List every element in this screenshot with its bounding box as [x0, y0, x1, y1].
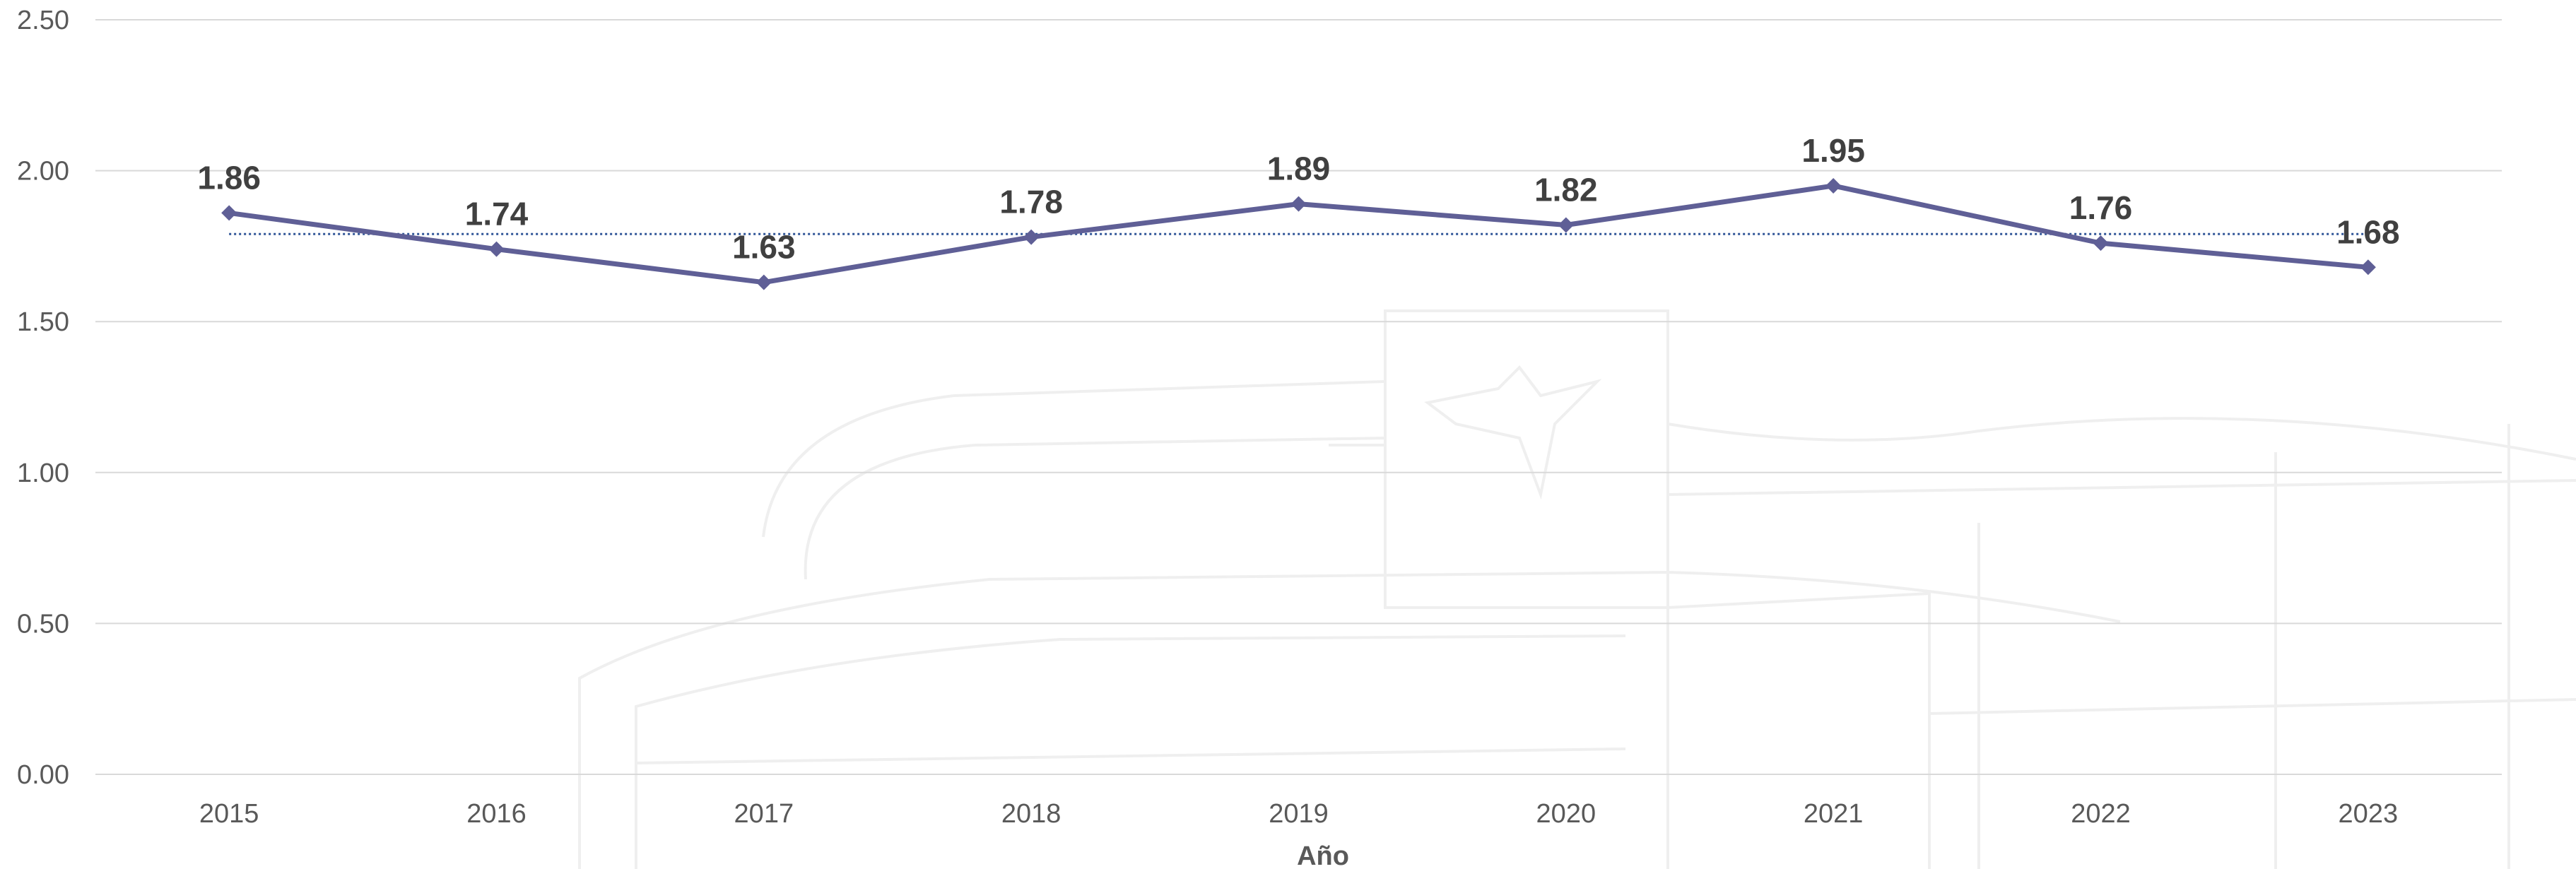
y-tick-label: 2.00	[17, 157, 69, 187]
data-label: 1.86	[197, 159, 261, 196]
data-point-marker	[2093, 235, 2109, 252]
x-tick-label: 2022	[2071, 799, 2131, 829]
x-axis-tick-labels: 2015 2016 2017 2018 2019 2020 2021 2022 2023	[199, 799, 2398, 829]
y-tick-label: 0.00	[17, 760, 69, 790]
y-tick-label: 2.50	[17, 6, 69, 35]
x-axis-title: Año	[1297, 841, 1349, 869]
series-line	[221, 177, 2376, 290]
data-label: 1.63	[732, 229, 796, 266]
x-tick-label: 2015	[199, 799, 259, 829]
data-labels: 1.86 1.74 1.63 1.78 1.89 1.82 1.95 1.76 1.68	[197, 132, 2399, 266]
y-tick-label: 1.00	[17, 459, 69, 488]
data-point-marker	[1290, 196, 1307, 212]
x-tick-label: 2023	[2339, 799, 2399, 829]
data-label: 1.74	[465, 196, 529, 232]
x-tick-label: 2019	[1269, 799, 1329, 829]
data-point-marker	[221, 205, 237, 221]
y-tick-label: 0.50	[17, 609, 69, 639]
data-point-marker	[755, 274, 772, 290]
data-point-marker	[1825, 177, 1842, 194]
building-watermark	[578, 309, 2576, 869]
x-tick-label: 2017	[734, 799, 794, 829]
data-point-marker	[1023, 229, 1040, 245]
gridlines	[95, 19, 2502, 775]
x-tick-label: 2016	[466, 799, 527, 829]
data-label: 1.89	[1267, 150, 1331, 187]
data-point-marker	[2360, 259, 2376, 276]
x-tick-label: 2020	[1536, 799, 1596, 829]
data-point-marker	[1558, 217, 1574, 233]
data-label: 1.95	[1801, 132, 1865, 169]
y-tick-label: 1.50	[17, 307, 69, 337]
data-label: 1.68	[2336, 213, 2400, 250]
data-label: 1.82	[1534, 171, 1598, 208]
y-axis-tick-labels: 0.00 0.50 1.00 1.50 2.00 2.50	[17, 6, 69, 790]
data-label: 1.76	[2069, 189, 2133, 226]
data-label: 1.78	[999, 184, 1063, 220]
data-point-marker	[488, 241, 505, 257]
x-tick-label: 2021	[1804, 799, 1864, 829]
x-tick-label: 2018	[1001, 799, 1061, 829]
